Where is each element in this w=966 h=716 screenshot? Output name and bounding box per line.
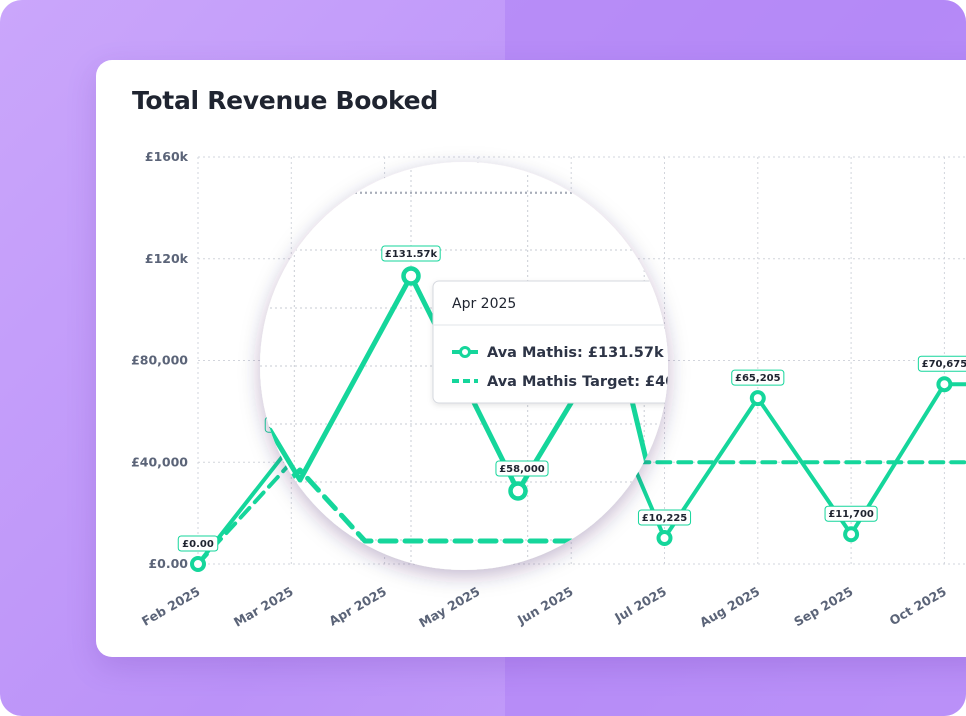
data-label-text: £70,675 [922,359,966,370]
tooltip-legend-marker [459,346,471,358]
y-tick-label: £0.00 [148,556,188,571]
lens-data-point [401,266,421,286]
data-label-text: £0.00 [182,539,214,550]
data-label: £10,225 [637,509,692,526]
x-tick-label: Feb 2025 [139,584,202,629]
x-tick-label: Jun 2025 [514,584,576,628]
x-tick-label: Mar 2025 [231,584,296,630]
y-tick-label: £160k [145,149,189,164]
data-point [843,526,860,543]
x-tick-label: Aug 2025 [697,584,762,630]
tooltip-row-label: Ava Mathis Target: £40k [487,374,685,390]
data-label: £0.00 [177,535,219,552]
x-tick-label: Apr 2025 [326,584,389,629]
x-tick-label: Sep 2025 [791,584,855,630]
data-label-box [917,355,966,372]
x-tick-label: May 2025 [416,584,482,631]
data-point [656,529,673,546]
y-tick-label: £120k [145,251,189,266]
tooltip: Apr 2025 Ava Mathis: £131.57k Ava Mathis T… [432,280,685,404]
grid [197,156,966,565]
data-label: £65,205 [731,369,785,386]
data-label-text: £65,205 [735,373,781,384]
lens-data-point [508,481,528,501]
magnifier-lens: £131.57k £58,000 Apr 2025 Ava Mathis: £131.… [260,162,685,570]
data-label: £70,675 [917,355,966,372]
data-point [749,390,766,407]
data-point [190,556,206,572]
data-label: £131.57k [381,245,441,262]
data-label-text: £10,225 [642,513,688,524]
y-tick-label: £80,000 [131,353,188,368]
x-tick-label: Oct 2025 [887,584,949,629]
data-label-box [637,509,692,526]
data-label: £11,700 [824,505,878,522]
data-label: £58,000 [495,460,549,477]
data-label-box [381,245,441,262]
y-tick-label: £40,000 [131,454,188,469]
x-tick-label: Jul 2025 [611,584,669,626]
data-label-box [177,535,219,552]
chart-title: Total Revenue Booked [132,86,438,115]
lens-data-labels: £131.57k £58,000 [381,245,549,477]
data-label-text: £11,700 [828,509,874,520]
data-label-text: £131.57k [385,249,438,260]
tooltip-title: Apr 2025 [452,296,516,312]
data-point [936,376,953,393]
data-label-text: £58,000 [499,464,545,475]
tooltip-row-label: Ava Mathis: £131.57k [487,345,664,361]
data-label-box [824,505,878,522]
tooltip-box [432,280,668,404]
data-label-box [731,369,785,386]
data-label-box [495,460,549,477]
